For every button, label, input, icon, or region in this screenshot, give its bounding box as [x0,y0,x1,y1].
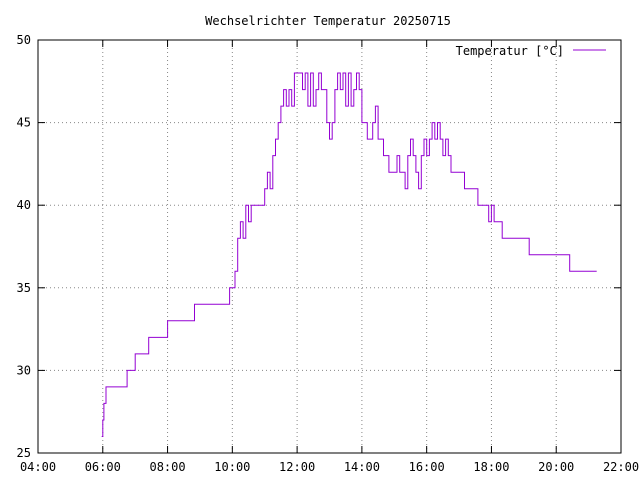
y-tick-label: 30 [17,363,31,377]
series-line [101,72,597,437]
x-tick-label: 06:00 [85,460,121,474]
x-tick-label: 12:00 [279,460,315,474]
series-layer [101,72,597,437]
y-tick-label: 40 [17,198,31,212]
legend: Temperatur [°C] [456,44,606,58]
x-tick-label: 20:00 [538,460,574,474]
x-tick-label: 04:00 [20,460,56,474]
grid [38,40,621,453]
y-tick-label: 25 [17,446,31,460]
plot-frame [37,39,622,454]
x-tick-label: 08:00 [149,460,185,474]
x-tick-label: 18:00 [473,460,509,474]
y-tick-label: 45 [17,116,31,130]
chart-title: Wechselrichter Temperatur 20250715 [205,14,451,28]
y-tick-label: 50 [17,33,31,47]
y-tick-label: 35 [17,281,31,295]
axis-ticks: 04:00 06:00 08:00 10:00 12:00 14:00 16:00 18:00… [17,33,640,474]
x-tick-label: 22:00 [603,460,639,474]
legend-label: Temperatur [°C] [456,44,564,58]
x-tick-label: 10:00 [214,460,250,474]
x-tick-label: 14:00 [344,460,380,474]
x-tick-label: 16:00 [409,460,445,474]
